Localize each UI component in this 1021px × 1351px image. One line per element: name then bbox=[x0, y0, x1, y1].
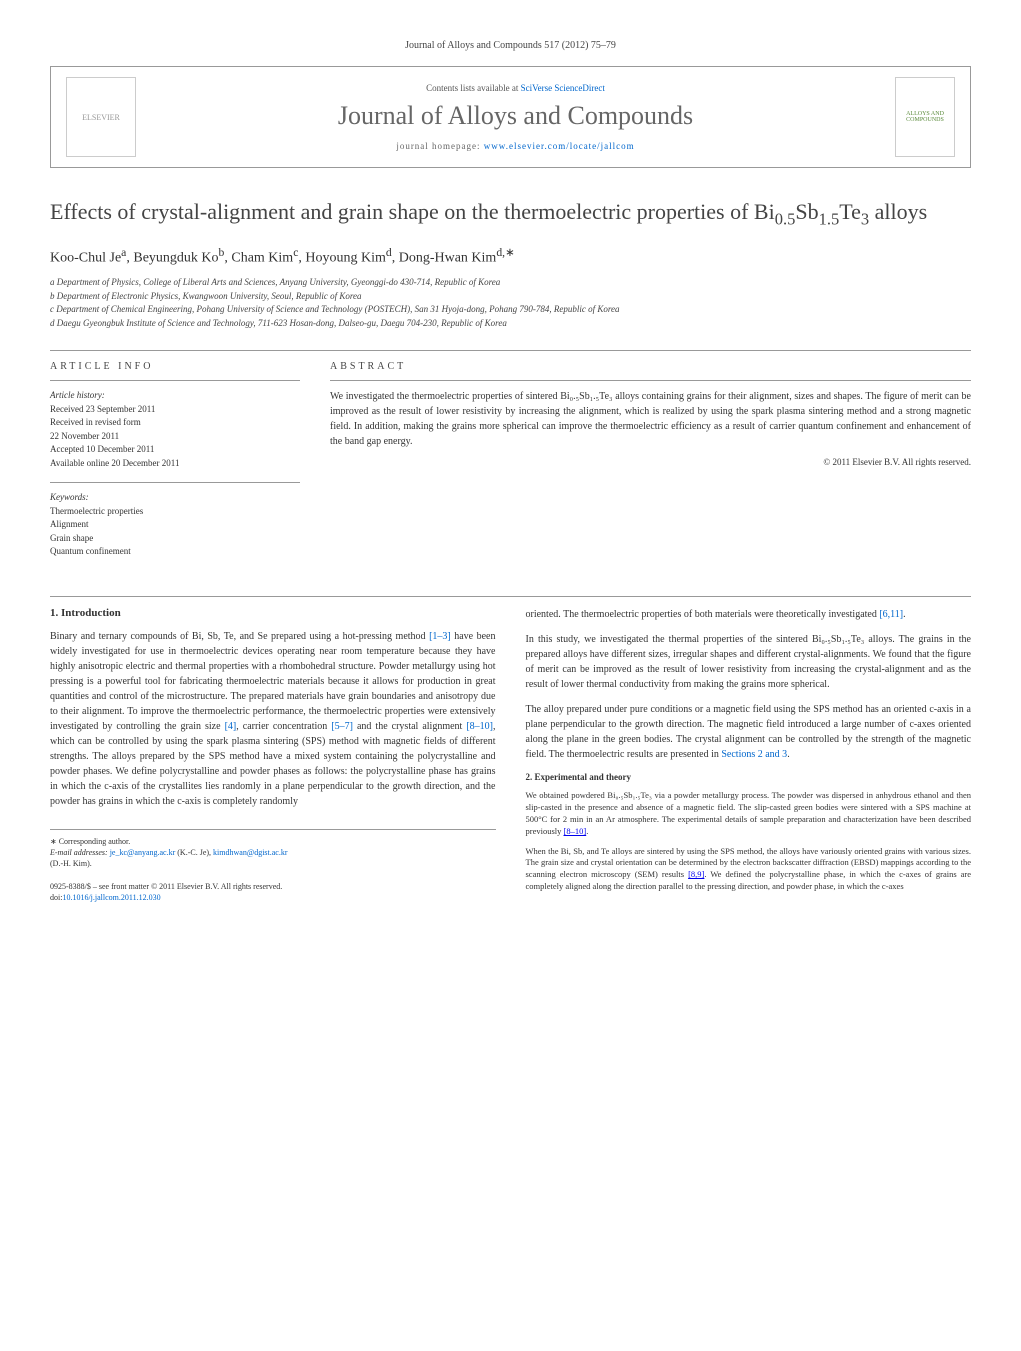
divider bbox=[50, 596, 971, 597]
experimental-paragraph: When the Bi, Sb, and Te alloys are sinte… bbox=[526, 846, 972, 894]
keywords-block: Keywords: Thermoelectric propertiesAlign… bbox=[50, 482, 300, 559]
body-columns: 1. Introduction Binary and ternary compo… bbox=[50, 607, 971, 903]
history-line: Received in revised form bbox=[50, 416, 300, 430]
homepage-label: journal homepage: bbox=[396, 141, 483, 151]
title-part1: Effects of crystal-alignment and grain s… bbox=[50, 199, 775, 224]
authors: Koo-Chul Jea, Beyungduk Kob, Cham Kimc, … bbox=[50, 245, 971, 267]
intro-paragraph: oriented. The thermoelectric properties … bbox=[526, 607, 972, 622]
title-sub2: 1.5 bbox=[819, 209, 840, 228]
title-part2: Sb bbox=[795, 199, 818, 224]
citation-link[interactable]: [1–3] bbox=[429, 631, 451, 642]
article-info-column: article info Article history: Received 2… bbox=[50, 361, 300, 571]
intro-paragraph: Binary and ternary compounds of Bi, Sb, … bbox=[50, 629, 496, 809]
intro-paragraph: In this study, we investigated the therm… bbox=[526, 632, 972, 692]
elsevier-logo: ELSEVIER bbox=[66, 77, 136, 157]
affiliations: a Department of Physics, College of Libe… bbox=[50, 276, 971, 330]
contents-text: Contents lists available at bbox=[426, 83, 520, 93]
citation-link[interactable]: [4] bbox=[225, 721, 237, 732]
right-column: oriented. The thermoelectric properties … bbox=[526, 607, 972, 903]
abstract-text: We investigated the thermoelectric prope… bbox=[330, 380, 971, 449]
article-title: Effects of crystal-alignment and grain s… bbox=[50, 198, 971, 230]
abstract-heading: abstract bbox=[330, 361, 971, 372]
affiliation-line: c Department of Chemical Engineering, Po… bbox=[50, 303, 971, 317]
history-line: Available online 20 December 2011 bbox=[50, 457, 300, 471]
experimental-heading: 2. Experimental and theory bbox=[526, 772, 972, 782]
history-line: 22 November 2011 bbox=[50, 430, 300, 444]
email-link-2[interactable]: kimdhwan@dgist.ac.kr bbox=[213, 848, 287, 857]
keyword-line: Thermoelectric properties bbox=[50, 505, 300, 519]
article-info-heading: article info bbox=[50, 361, 300, 372]
footer-left: ∗ Corresponding author. E-mail addresses… bbox=[50, 829, 496, 903]
keyword-line: Grain shape bbox=[50, 532, 300, 546]
email-line: E-mail addresses: je_kc@anyang.ac.kr (K.… bbox=[50, 847, 496, 869]
corresponding-author: ∗ Corresponding author. bbox=[50, 836, 496, 847]
affiliation-line: d Daegu Gyeongbuk Institute of Science a… bbox=[50, 317, 971, 331]
title-sub3: 3 bbox=[861, 209, 869, 228]
doi-label: doi: bbox=[50, 893, 62, 902]
section-link[interactable]: Sections 2 and 3 bbox=[721, 749, 787, 760]
email-link-1[interactable]: je_kc@anyang.ac.kr bbox=[110, 848, 176, 857]
title-part4: alloys bbox=[869, 199, 927, 224]
history-label: Article history: bbox=[50, 389, 300, 403]
keyword-line: Alignment bbox=[50, 518, 300, 532]
email-label: E-mail addresses: bbox=[50, 848, 110, 857]
copyright: © 2011 Elsevier B.V. All rights reserved… bbox=[330, 457, 971, 467]
citation-link[interactable]: [8–10] bbox=[466, 721, 493, 732]
intro-paragraph: The alloy prepared under pure conditions… bbox=[526, 702, 972, 762]
history-line: Accepted 10 December 2011 bbox=[50, 443, 300, 457]
history-line: Received 23 September 2011 bbox=[50, 403, 300, 417]
intro-heading: 1. Introduction bbox=[50, 607, 496, 619]
email-name-2: (D.-H. Kim). bbox=[50, 859, 92, 868]
journal-cover: ALLOYS AND COMPOUNDS bbox=[895, 77, 955, 157]
email-name-1: (K.-C. Je), bbox=[175, 848, 213, 857]
info-abstract-row: article info Article history: Received 2… bbox=[50, 361, 971, 571]
homepage-link[interactable]: www.elsevier.com/locate/jallcom bbox=[484, 141, 635, 151]
citation-link[interactable]: [8–10] bbox=[564, 826, 587, 836]
doi-link[interactable]: 10.1016/j.jallcom.2011.12.030 bbox=[62, 893, 160, 902]
header-box: ELSEVIER Contents lists available at Sci… bbox=[50, 66, 971, 168]
experimental-paragraph: We obtained powdered Bi₀.₅Sb₁.₅Te₃ via a… bbox=[526, 790, 972, 838]
history-block: Article history: Received 23 September 2… bbox=[50, 380, 300, 470]
citation-link[interactable]: [6,11] bbox=[879, 609, 903, 620]
homepage-line: journal homepage: www.elsevier.com/locat… bbox=[156, 141, 875, 151]
journal-title: Journal of Alloys and Compounds bbox=[156, 101, 875, 131]
issn-line: 0925-8388/$ – see front matter © 2011 El… bbox=[50, 881, 496, 892]
divider bbox=[50, 350, 971, 351]
journal-reference: Journal of Alloys and Compounds 517 (201… bbox=[50, 40, 971, 51]
keywords-label: Keywords: bbox=[50, 491, 300, 505]
left-column: 1. Introduction Binary and ternary compo… bbox=[50, 607, 496, 903]
sciencedirect-link[interactable]: SciVerse ScienceDirect bbox=[521, 83, 605, 93]
title-sub1: 0.5 bbox=[775, 209, 796, 228]
affiliation-line: b Department of Electronic Physics, Kwan… bbox=[50, 290, 971, 304]
doi-line: doi:10.1016/j.jallcom.2011.12.030 bbox=[50, 892, 496, 903]
contents-line: Contents lists available at SciVerse Sci… bbox=[156, 83, 875, 93]
title-part3: Te bbox=[839, 199, 861, 224]
affiliation-line: a Department of Physics, College of Libe… bbox=[50, 276, 971, 290]
abstract-column: abstract We investigated the thermoelect… bbox=[330, 361, 971, 571]
citation-link[interactable]: [5–7] bbox=[331, 721, 353, 732]
header-center: Contents lists available at SciVerse Sci… bbox=[156, 83, 875, 151]
keyword-line: Quantum confinement bbox=[50, 545, 300, 559]
citation-link[interactable]: [8,9] bbox=[688, 869, 704, 879]
